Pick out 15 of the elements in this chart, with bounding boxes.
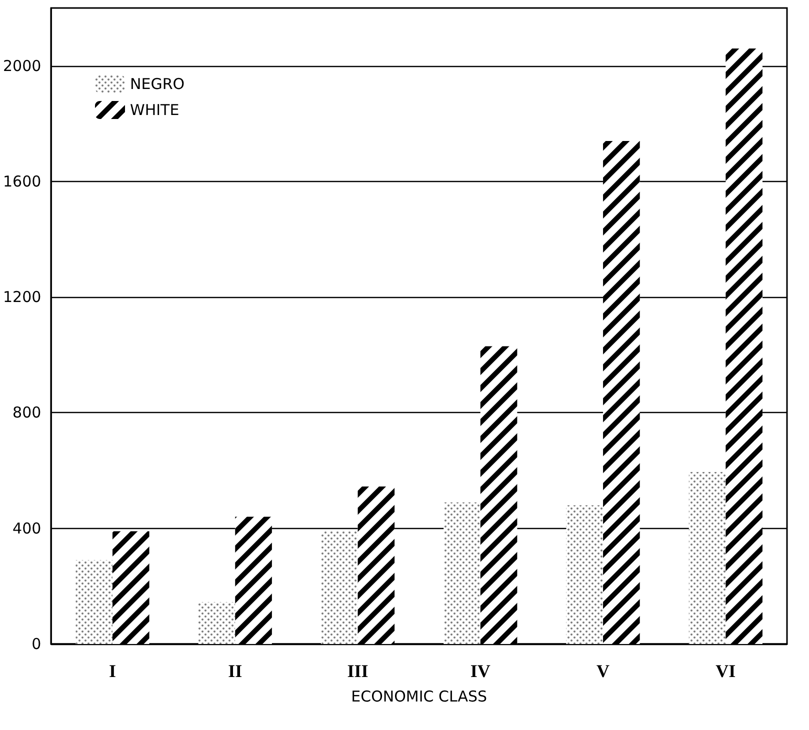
x-tick-label: IV [470,661,490,681]
y-tick-label: 0 [32,635,42,653]
y-tick-label: 2000 [2,56,42,75]
x-tick-label: III [347,661,368,681]
legend-label: NEGRO [130,75,185,93]
x-tick-label: VI [716,661,736,681]
legend-label: WHITE [130,101,180,119]
y-tick-label: 1600 [2,172,42,190]
x-tick-label: I [108,661,116,681]
y-tick-label: 800 [12,404,42,422]
x-tick-label: V [596,661,610,681]
x-axis-title: ECONOMIC CLASS [351,688,488,706]
y-tick-label: 400 [12,519,42,538]
x-tick-label: II [228,661,242,681]
y-tick-label: 1200 [2,288,42,306]
